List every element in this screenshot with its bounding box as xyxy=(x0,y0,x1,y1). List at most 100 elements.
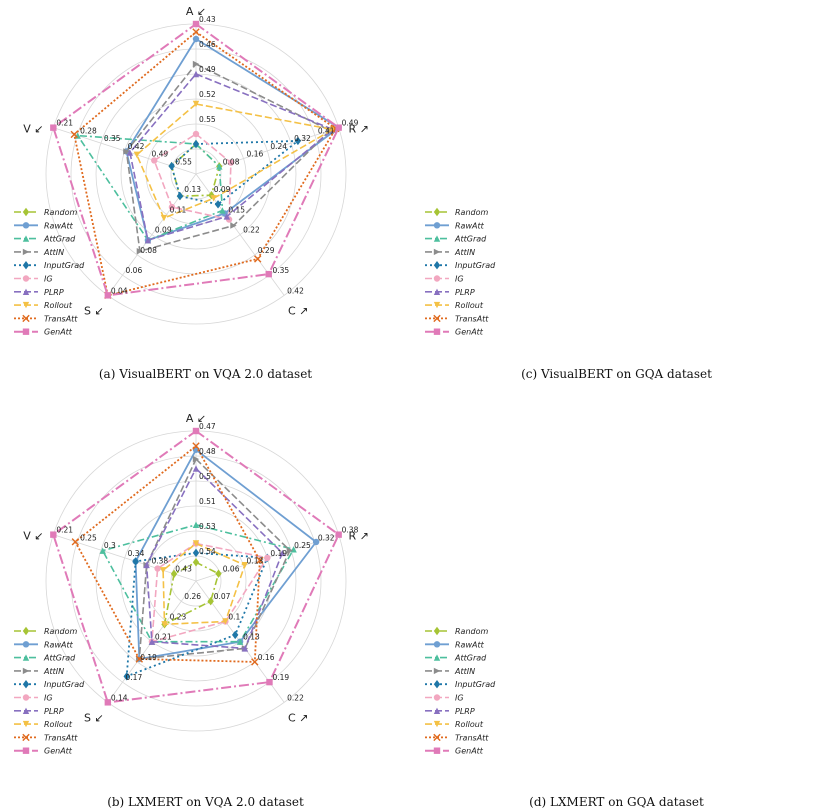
point-PLRP-S xyxy=(148,638,156,645)
legend-label-InputGrad: InputGrad xyxy=(455,680,496,689)
caption-a: (a) VisualBERT on VQA 2.0 dataset xyxy=(98,367,313,381)
legend-marker-RawAtt xyxy=(22,222,30,229)
radar-panel-b: A ↙ R ↗ C ↗ S ↙ V ↙ 0.47 0.48 0.5 0.51 0.53 0.54 0.… xyxy=(0,405,411,811)
tick-label-R-6: 0.06 xyxy=(223,564,240,573)
tick-label-V-3: 0.35 xyxy=(104,134,121,143)
series-line-PLRP xyxy=(145,467,284,650)
legend-label-AttIN: AttIN xyxy=(43,667,64,676)
legend-label-GenAtt: GenAtt xyxy=(44,747,73,756)
point-Rollout-R xyxy=(241,561,249,569)
legend-marker-InputGrad xyxy=(22,261,30,270)
tick-label-S-5: 0.11 xyxy=(170,205,187,214)
point-InputGrad-A xyxy=(192,548,200,558)
point-IG-S xyxy=(168,203,176,211)
tick-label-C-4: 0.22 xyxy=(243,226,260,235)
legend-label-InputGrad: InputGrad xyxy=(44,680,85,689)
radar-chart-a: A ↙ R ↗ C ↗ S ↙ V ↙ 0.43 0.46 0.49 0.52 0.55 0.49 0… xyxy=(14,5,369,337)
legend-label-InputGrad: InputGrad xyxy=(44,261,85,270)
legend-marker-PLRP xyxy=(433,707,441,714)
legend-label-PLRP: PLRP xyxy=(455,707,475,716)
legend-marker-AttGrad xyxy=(433,235,441,242)
legend-label-GenAtt: GenAtt xyxy=(455,328,484,337)
point-PLRP-C xyxy=(223,213,231,220)
point-PLRP-A xyxy=(192,70,200,78)
point-GenAtt-V xyxy=(50,531,57,538)
point-GenAtt-S xyxy=(104,292,112,299)
legend-marker-GenAtt xyxy=(433,328,441,335)
series-line-Random xyxy=(163,561,220,626)
tick-label-S-1: 0.04 xyxy=(111,286,128,295)
legend-label-IG: IG xyxy=(44,275,53,284)
point-AttIN-A xyxy=(192,60,200,68)
legend-marker-Rollout xyxy=(433,301,441,309)
legend-marker-AttIN xyxy=(433,667,441,675)
series-GenAtt xyxy=(50,427,342,706)
legend-marker-AttGrad xyxy=(433,654,441,661)
point-TransAtt-A xyxy=(192,442,200,450)
series-Rollout xyxy=(133,100,337,222)
tick-label-A-3: 0.49 xyxy=(199,65,216,74)
point-InputGrad-A xyxy=(192,139,200,149)
legend-marker-InputGrad xyxy=(433,680,441,689)
point-AttIN-S xyxy=(136,248,144,255)
legend-label-TransAtt: TransAtt xyxy=(455,314,489,323)
legend-label-PLRP: PLRP xyxy=(44,288,64,297)
legend-label-PLRP: PLRP xyxy=(44,707,64,716)
point-Rollout-A xyxy=(192,540,200,547)
point-GenAtt-C xyxy=(266,678,273,686)
legend-label-IG: IG xyxy=(455,275,464,284)
tick-label-V-1: 0.21 xyxy=(56,526,73,535)
legend-marker-IG xyxy=(22,275,30,282)
legend-marker-Random xyxy=(433,207,441,217)
series-line-PLRP xyxy=(129,73,334,241)
legend-label-Rollout: Rollout xyxy=(44,301,73,310)
legend-marker-TransAtt xyxy=(22,314,30,323)
legend-label-Random: Random xyxy=(455,208,489,217)
caption-b: (b) LXMERT on VQA 2.0 dataset xyxy=(107,795,304,809)
point-GenAtt-R xyxy=(335,124,342,131)
tick-label-C-2: 0.35 xyxy=(272,266,289,275)
legend-marker-TransAtt xyxy=(433,314,441,323)
point-PLRP-S xyxy=(144,236,152,244)
point-AttIN-R xyxy=(286,547,294,554)
tick-label-R-3: 0.25 xyxy=(294,541,311,550)
tick-label-V-6: 0.43 xyxy=(175,564,192,573)
series-AttGrad xyxy=(99,521,297,645)
point-Rollout-C xyxy=(210,195,217,202)
point-TransAtt-V xyxy=(71,538,79,546)
point-InputGrad-R xyxy=(294,136,302,146)
tick-label-V-4: 0.42 xyxy=(128,142,145,151)
point-GenAtt-S xyxy=(104,699,112,706)
series-line-TransAtt xyxy=(74,445,261,663)
tick-label-R-1: 0.49 xyxy=(342,119,359,128)
point-Rollout-S xyxy=(160,214,168,222)
legend-marker-TransAtt xyxy=(22,733,30,742)
legend-label-RawAtt: RawAtt xyxy=(44,221,74,230)
tick-label-S-2: 0.06 xyxy=(126,266,143,275)
point-Random-A xyxy=(192,558,200,567)
tick-label-A-2: 0.46 xyxy=(199,40,216,49)
tick-label-C-1: 0.22 xyxy=(287,693,304,702)
tick-label-A-4: 0.51 xyxy=(199,497,216,506)
axis-title-R: R ↗ xyxy=(348,123,368,136)
series-line-RawAtt xyxy=(125,38,340,242)
tick-label-C-1: 0.42 xyxy=(287,286,304,295)
tick-label-R-4: 0.19 xyxy=(270,549,287,558)
tick-label-V-3: 0.3 xyxy=(104,541,116,550)
point-AttGrad-R xyxy=(216,163,223,170)
tick-label-S-3: 0.19 xyxy=(140,653,157,662)
tick-label-A-3: 0.5 xyxy=(199,472,211,481)
point-AttIN-C xyxy=(230,222,237,229)
legend-marker-RawAtt xyxy=(433,222,441,229)
legend-marker-IG xyxy=(433,694,441,701)
tick-label-S-4: 0.09 xyxy=(155,226,172,235)
legend-marker-Rollout xyxy=(22,720,30,728)
legend-label-AttGrad: AttGrad xyxy=(454,654,487,663)
point-Rollout-A xyxy=(192,100,200,108)
legend-marker-Rollout xyxy=(433,720,441,728)
tick-label-S-5: 0.23 xyxy=(170,612,187,621)
series-line-GenAtt xyxy=(52,430,340,704)
legend-marker-Random xyxy=(433,626,441,636)
tick-label-R-6: 0.08 xyxy=(223,157,240,166)
